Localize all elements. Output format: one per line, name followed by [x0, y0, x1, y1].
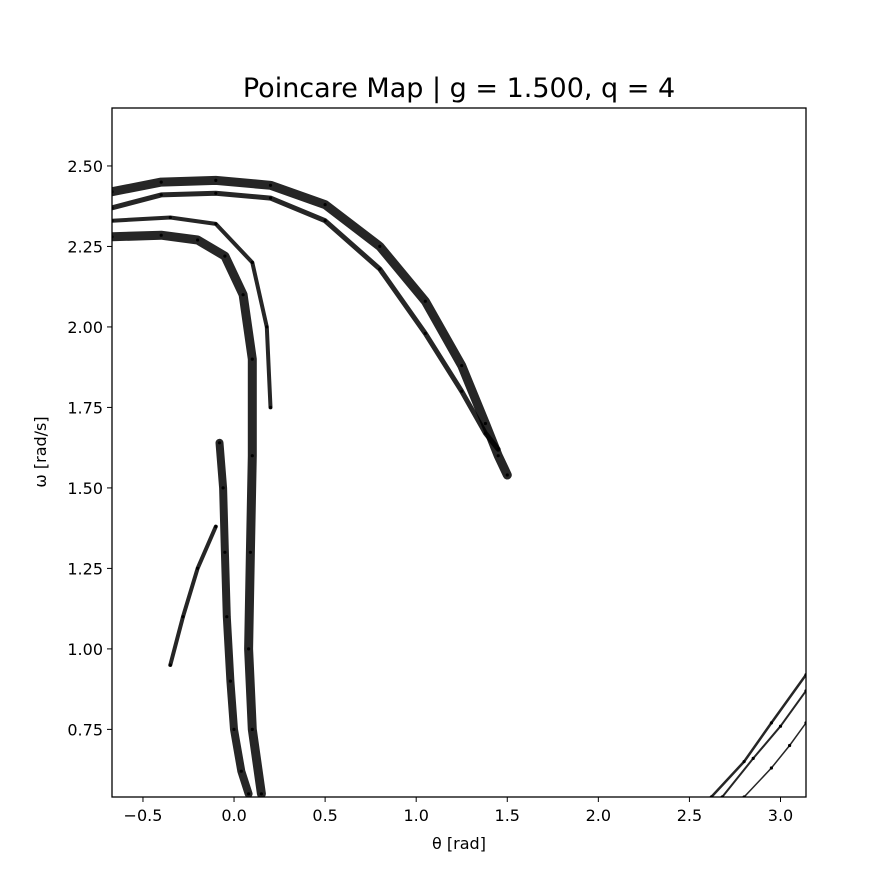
data-point-2-3 — [214, 191, 218, 195]
data-point-1-9 — [483, 421, 487, 426]
poincare-band-5 — [168, 524, 218, 667]
data-point-1-7 — [423, 299, 427, 303]
data-point-4-1 — [217, 441, 222, 445]
data-point-3-9 — [247, 647, 251, 651]
data-point-5-2 — [181, 615, 185, 619]
data-point-4-4 — [225, 615, 229, 619]
data-point-6-5 — [265, 325, 269, 329]
x-tick-label: 2.5 — [677, 806, 702, 825]
data-point-1-8 — [460, 364, 464, 368]
data-point-4-8 — [247, 792, 251, 796]
y-axis-label: ω [rad/s] — [31, 416, 50, 487]
data-point-4-2 — [221, 486, 225, 490]
data-point-8-2 — [751, 756, 755, 761]
data-point-6-6 — [268, 405, 273, 409]
poincare-band-7 — [710, 673, 806, 797]
x-tick-label: 1.0 — [403, 806, 428, 825]
data-point-7-2 — [742, 760, 746, 764]
data-point-1-3 — [214, 178, 218, 182]
poincare-band-8 — [721, 689, 806, 797]
data-point-3-10 — [250, 727, 254, 732]
data-point-3-7 — [250, 454, 254, 458]
poincare-band-9 — [743, 722, 806, 797]
data-point-3-5 — [241, 293, 245, 297]
data-point-5-1 — [168, 663, 172, 667]
data-point-1-11 — [505, 473, 509, 477]
data-point-2-8 — [460, 389, 464, 393]
data-point-6-3 — [214, 222, 218, 226]
data-point-6-2 — [168, 215, 172, 220]
plot-frame — [111, 107, 807, 798]
x-tick-label: 2.0 — [586, 806, 611, 825]
y-tick-label: 1.50 — [67, 479, 103, 498]
data-point-9-2 — [769, 766, 774, 770]
data-point-3-3 — [196, 238, 200, 242]
data-point-2-5 — [323, 219, 327, 223]
data-point-5-4 — [214, 525, 218, 529]
data-point-2-7 — [423, 331, 427, 335]
data-point-1-4 — [268, 183, 273, 187]
data-point-2-10 — [496, 447, 500, 451]
x-axis-label: θ [rad] — [432, 834, 486, 853]
data-point-4-7 — [239, 769, 243, 773]
data-point-3-8 — [248, 550, 252, 554]
y-axis: 0.75 1.00 1.25 1.50 1.75 2.00 2.25 2.50 — [67, 157, 112, 739]
data-point-4-5 — [228, 679, 232, 683]
data-point-1-10 — [496, 454, 500, 458]
y-tick-label: 0.75 — [67, 720, 103, 739]
data-point-2-6 — [378, 267, 382, 271]
x-tick-label: 0.0 — [221, 806, 246, 825]
data-point-7-3 — [769, 721, 774, 725]
data-point-3-2 — [159, 233, 163, 237]
poincare-band-4 — [215, 438, 253, 797]
data-point-4-6 — [232, 727, 236, 732]
y-tick-label: 2.00 — [67, 318, 103, 337]
poincare-band-6 — [112, 215, 273, 410]
chart-title: Poincare Map | g = 1.500, q = 4 — [243, 73, 675, 104]
x-tick-label: 3.0 — [768, 806, 793, 825]
data-point-3-4 — [223, 254, 227, 258]
y-tick-label: 1.25 — [67, 559, 103, 578]
data-point-3-6 — [250, 357, 254, 361]
x-tick-label: 0.5 — [312, 806, 337, 825]
data-point-1-2 — [159, 180, 163, 184]
x-tick-label: −0.5 — [124, 806, 163, 825]
data-point-2-9 — [483, 431, 487, 435]
data-point-1-6 — [378, 244, 382, 248]
data-point-5-3 — [196, 566, 200, 571]
data-point-3-11 — [259, 792, 263, 796]
y-tick-label: 1.00 — [67, 640, 103, 659]
y-tick-label: 2.50 — [67, 157, 103, 176]
x-axis: −0.5 0.0 0.5 1.0 1.5 2.0 2.5 3.0 — [124, 797, 793, 825]
y-tick-label: 2.25 — [67, 237, 103, 256]
x-tick-label: 1.5 — [495, 806, 520, 825]
data-point-6-4 — [250, 260, 254, 265]
y-tick-label: 1.75 — [67, 398, 103, 417]
data-point-4-3 — [223, 550, 227, 554]
poincare-band-2 — [112, 190, 501, 452]
data-point-2-2 — [159, 193, 163, 197]
data-point-9-3 — [788, 743, 792, 748]
data-point-8-3 — [778, 724, 783, 728]
plot-area — [112, 175, 806, 797]
data-point-2-4 — [268, 196, 273, 200]
data-point-1-5 — [323, 203, 327, 207]
